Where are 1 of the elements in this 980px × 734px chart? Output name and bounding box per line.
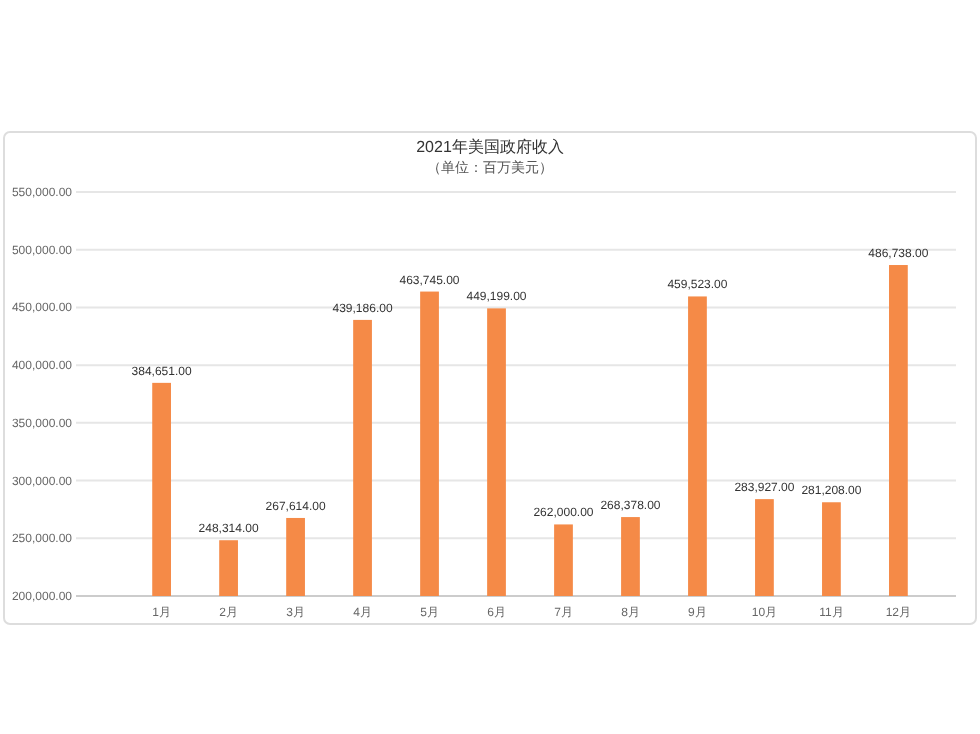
chart-title: 2021年美国政府收入 [416,138,564,156]
